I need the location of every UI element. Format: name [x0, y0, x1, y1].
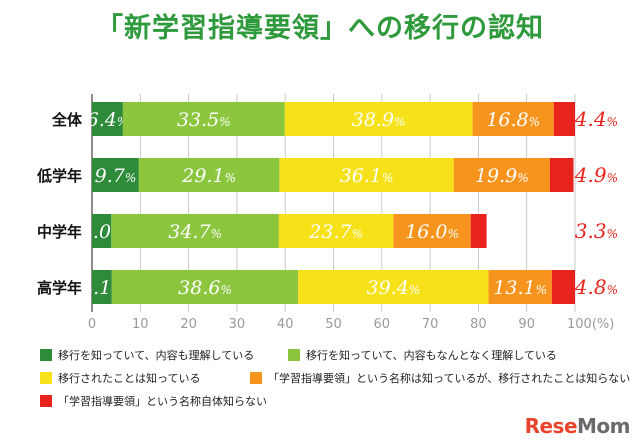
legend-swatch-3 — [40, 372, 52, 384]
bar-segment — [488, 270, 552, 304]
legend-swatch-2 — [288, 349, 300, 361]
value-label: 38.9% — [352, 109, 406, 131]
x-tick-label: 40 — [277, 317, 294, 332]
bar-segment — [92, 270, 112, 304]
value-label: 38.6% — [178, 277, 232, 299]
bar-segment — [278, 214, 394, 248]
x-tick-label: 50 — [325, 317, 342, 332]
value-label: 6.4% — [87, 109, 129, 131]
bar-segment — [472, 102, 554, 136]
bar-segment — [298, 270, 489, 304]
bar-segment — [470, 214, 487, 248]
bar-segment — [453, 158, 550, 192]
category-label: 高学年 — [37, 279, 82, 297]
bar-segment — [111, 214, 279, 248]
value-label: 39.4% — [367, 277, 421, 299]
bar-segment — [393, 214, 471, 248]
value-label: 19.9% — [475, 165, 529, 187]
value-label: 16.8% — [486, 109, 540, 131]
value-label: 36.1% — [340, 165, 394, 187]
bar-segment — [92, 102, 123, 136]
x-tick-label: 90 — [518, 317, 535, 332]
value-label: 4.8% — [574, 275, 618, 299]
value-label: 4.4% — [574, 107, 618, 131]
value-label: 23.7% — [308, 221, 363, 243]
resemom-logo: ReseMom — [524, 414, 631, 438]
category-label: 全体 — [51, 111, 83, 129]
legend-label-1: 移行を知っていて、内容も理解している — [58, 349, 255, 362]
x-tick-label: 20 — [180, 317, 197, 332]
legend-label-3: 移行されたことは知っている — [58, 372, 201, 385]
x-tick-label: 0 — [88, 317, 96, 332]
legend-item-2: 移行を知っていて、内容もなんとなく理解している — [288, 347, 557, 363]
legend-item-3: 移行されたことは知っている — [40, 370, 200, 386]
value-label: 34.7% — [168, 221, 222, 243]
value-label: 29.1% — [181, 165, 236, 187]
legend-label-5: 「学習指導要領」という名称自体知らない — [58, 395, 267, 408]
value-label: 4.9% — [574, 163, 618, 187]
value-label: 16.0% — [405, 221, 459, 243]
bar-segment — [551, 270, 575, 304]
legend-swatch-4 — [250, 372, 262, 384]
category-label: 中学年 — [37, 223, 82, 241]
bar-segment — [92, 214, 112, 248]
legend-label-2: 移行を知っていて、内容もなんとなく理解している — [306, 349, 557, 362]
bar-segment — [279, 158, 454, 192]
x-tick-label: 60 — [374, 317, 391, 332]
bar-segment — [138, 158, 280, 192]
bar-segment — [111, 270, 299, 304]
legend-swatch-5 — [40, 395, 52, 407]
x-tick-label: 30 — [229, 317, 246, 332]
x-tick-label: 70 — [422, 317, 439, 332]
bar-segment — [284, 102, 473, 136]
value-label: 3.3% — [575, 219, 618, 243]
legend-label-4: 「学習指導要領」という名称は知っているが、移行されたことは知らない — [268, 372, 631, 385]
legend-item-4: 「学習指導要領」という名称は知っているが、移行されたことは知らない — [250, 370, 630, 386]
category-label: 低学年 — [36, 167, 82, 185]
chart-title: 「新学習指導要領」への移行の認知 — [96, 13, 544, 44]
x-tick-label: 10 — [132, 317, 149, 332]
legend-item-5: 「学習指導要領」という名称自体知らない — [40, 393, 267, 409]
bar-segment — [549, 158, 574, 192]
value-label: 9.7% — [95, 165, 137, 187]
legend-item-1: 移行を知っていて、内容も理解している — [40, 347, 254, 363]
bar-segment — [92, 158, 139, 192]
bar-segment — [553, 102, 575, 136]
x-tick-label: 100(%) — [567, 317, 614, 332]
value-label: 13.1% — [493, 277, 547, 299]
x-tick-label: 80 — [470, 317, 487, 332]
legend-swatch-1 — [40, 349, 52, 361]
bar-segment — [122, 102, 285, 136]
value-label: 33.5% — [177, 109, 231, 131]
